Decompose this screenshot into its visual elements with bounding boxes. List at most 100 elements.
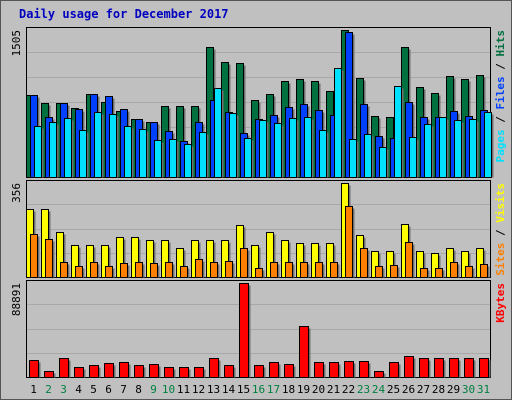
bar-pages-day-5 bbox=[94, 112, 102, 178]
bar-sites-day-29 bbox=[450, 262, 458, 278]
bar-highlight bbox=[395, 87, 397, 177]
x-tick-label-day-24: 24 bbox=[372, 383, 386, 396]
bar-highlight bbox=[380, 148, 382, 177]
bar-pages-day-13 bbox=[214, 88, 222, 178]
x-tick-label-day-11: 11 bbox=[177, 383, 190, 396]
bar-highlight bbox=[255, 366, 257, 377]
bar-highlight bbox=[402, 225, 404, 277]
bar-pages-day-8 bbox=[139, 129, 147, 178]
bar-sites-day-26 bbox=[405, 242, 413, 278]
legend-part: Hits bbox=[494, 30, 507, 57]
bar-highlight bbox=[376, 137, 378, 177]
bar-highlight bbox=[421, 118, 423, 177]
bar-pages-day-14 bbox=[229, 113, 237, 178]
bar-sites-day-22 bbox=[345, 206, 353, 278]
bar-highlight bbox=[357, 79, 359, 177]
bar-highlight bbox=[121, 264, 123, 277]
bar-pages-day-2 bbox=[49, 122, 57, 178]
bar-highlight bbox=[151, 264, 153, 277]
bar-kbytes-day-24 bbox=[374, 371, 384, 378]
bar-highlight bbox=[106, 97, 108, 177]
bar-pages-day-21 bbox=[334, 68, 342, 178]
bar-highlight bbox=[466, 117, 468, 177]
x-tick-label-day-21: 21 bbox=[327, 383, 340, 396]
bar-highlight bbox=[271, 263, 273, 277]
bar-highlight bbox=[470, 120, 472, 177]
x-tick-label-day-5: 5 bbox=[90, 383, 97, 396]
bar-highlight bbox=[346, 207, 348, 277]
bar-kbytes-day-2 bbox=[44, 371, 54, 378]
bar-highlight bbox=[200, 133, 202, 177]
bar-sites-day-18 bbox=[285, 262, 293, 278]
bar-highlight bbox=[320, 131, 322, 177]
bar-highlight bbox=[245, 139, 247, 177]
bar-sites-day-11 bbox=[180, 266, 188, 278]
bar-highlight bbox=[177, 249, 179, 277]
bar-highlight bbox=[230, 114, 232, 177]
bar-highlight bbox=[192, 107, 194, 177]
bar-kbytes-day-21 bbox=[329, 362, 339, 378]
bar-highlight bbox=[361, 249, 363, 277]
x-tick-label-day-23: 23 bbox=[357, 383, 370, 396]
bar-highlight bbox=[151, 123, 153, 177]
bar-sites-day-4 bbox=[75, 266, 83, 278]
bar-highlight bbox=[410, 138, 412, 177]
bar-highlight bbox=[271, 116, 273, 177]
x-tick-label-day-9: 9 bbox=[150, 383, 157, 396]
bar-sites-day-14 bbox=[225, 261, 233, 278]
bar-kbytes-day-7 bbox=[119, 362, 129, 378]
bar-highlight bbox=[162, 241, 164, 277]
bar-highlight bbox=[481, 265, 483, 277]
bar-kbytes-day-5 bbox=[89, 365, 99, 378]
x-tick-label-day-31: 31 bbox=[477, 383, 490, 396]
bar-pages-day-6 bbox=[109, 114, 117, 178]
bar-highlight bbox=[120, 363, 122, 377]
bar-highlight bbox=[331, 263, 333, 277]
bar-kbytes-day-18 bbox=[284, 364, 294, 378]
x-tick-label-day-29: 29 bbox=[447, 383, 460, 396]
bar-highlight bbox=[485, 113, 487, 177]
legend-part: Visits bbox=[494, 183, 507, 223]
bar-highlight bbox=[61, 104, 63, 177]
bar-highlight bbox=[462, 252, 464, 277]
bar-highlight bbox=[27, 96, 29, 177]
bar-highlight bbox=[196, 123, 198, 177]
panel-hits-files-pages-ymax-label: 1505 bbox=[10, 30, 23, 57]
bar-highlight bbox=[465, 359, 467, 377]
bar-highlight bbox=[31, 235, 33, 277]
bar-sites-day-19 bbox=[300, 262, 308, 278]
bar-kbytes-day-23 bbox=[359, 361, 369, 378]
bar-pages-day-24 bbox=[379, 147, 387, 178]
panel-visits-sites-ymax-label: 356 bbox=[10, 183, 23, 203]
bar-highlight bbox=[195, 368, 197, 377]
bar-highlight bbox=[45, 372, 47, 377]
bar-kbytes-day-3 bbox=[59, 358, 69, 378]
bar-highlight bbox=[406, 103, 408, 177]
panel-kbytes-ymax-label: 88891 bbox=[10, 283, 23, 316]
legend-part: Sites bbox=[494, 243, 507, 276]
bar-highlight bbox=[46, 118, 48, 177]
bar-pages-day-7 bbox=[124, 126, 132, 178]
bar-highlight bbox=[387, 118, 389, 177]
bar-highlight bbox=[436, 269, 438, 277]
bar-kbytes-day-26 bbox=[404, 356, 414, 378]
bar-highlight bbox=[480, 359, 482, 377]
x-tick-label-day-18: 18 bbox=[282, 383, 295, 396]
bar-sites-day-21 bbox=[330, 262, 338, 278]
bar-sites-day-12 bbox=[195, 259, 203, 278]
bar-highlight bbox=[440, 118, 442, 177]
bar-highlight bbox=[270, 363, 272, 377]
bar-highlight bbox=[406, 243, 408, 277]
bar-highlight bbox=[65, 119, 67, 177]
bar-highlight bbox=[301, 105, 303, 177]
bar-highlight bbox=[451, 263, 453, 277]
bar-pages-day-29 bbox=[454, 120, 462, 178]
bar-sites-day-6 bbox=[105, 266, 113, 278]
x-tick-label-day-17: 17 bbox=[267, 383, 280, 396]
bar-highlight bbox=[226, 113, 228, 177]
bar-kbytes-day-31 bbox=[479, 358, 489, 378]
bar-sites-day-13 bbox=[210, 262, 218, 278]
bar-sites-day-7 bbox=[120, 263, 128, 278]
x-tick-label-day-13: 13 bbox=[207, 383, 220, 396]
bar-highlight bbox=[350, 140, 352, 177]
